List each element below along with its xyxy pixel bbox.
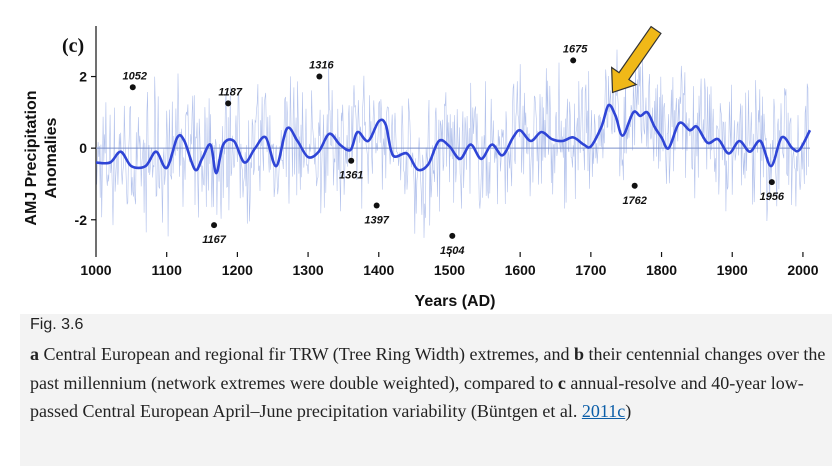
- x-tick-label: 1400: [363, 262, 394, 278]
- extreme-year-point: [129, 84, 136, 91]
- caption-closing: ): [625, 401, 632, 421]
- x-tick-label: 1600: [505, 262, 536, 278]
- smoothed-line-layer: [95, 103, 812, 175]
- figure-caption: Fig. 3.6 a Central European and regional…: [20, 314, 832, 466]
- x-tick-label: 1100: [152, 262, 183, 278]
- extreme-year-label: 1504: [440, 245, 464, 257]
- extreme-year-point: [570, 57, 577, 64]
- caption-part-b-text: their centennial changes over the past m…: [30, 344, 826, 393]
- extreme-year-point: [316, 73, 323, 80]
- x-tick-label: 1900: [717, 262, 748, 278]
- highlight-arrow-layer: [610, 25, 662, 94]
- extreme-years-layer: 1052 1167 1187 1316 1361 1397 1504 1675 1762 1956: [123, 43, 785, 256]
- extreme-year-label: 1675: [563, 43, 588, 55]
- y-axis-title-line-1: AMJ Precipitation: [23, 90, 40, 225]
- caption-text: a Central European and regional fir TRW …: [30, 340, 830, 426]
- extreme-year-label: 1187: [218, 86, 243, 98]
- caption-part-c-text: annual-resolve and 40-year low-passed Ce…: [30, 372, 804, 422]
- caption-part-a-letter: a: [30, 344, 39, 364]
- chart-svg: 2 0 -2 1000 1100 1200 1300 1400 1500 1600 1700 1800…: [23, 25, 819, 310]
- extreme-year-label: 1397: [364, 214, 389, 226]
- extreme-year-point: [631, 182, 638, 189]
- extreme-year-point: [225, 100, 232, 107]
- extreme-year-label: 1361: [339, 170, 363, 182]
- annual-variability-line: [95, 49, 809, 238]
- annual-variability-layer: [95, 49, 809, 238]
- extreme-year-point: [373, 202, 380, 209]
- extreme-year-point: [211, 222, 218, 229]
- y-tick-label: 2: [79, 69, 87, 85]
- extreme-year-label: 1052: [123, 70, 147, 82]
- figure-number: Fig. 3.6: [30, 316, 84, 333]
- extreme-year-label: 1167: [202, 234, 227, 246]
- y-tick-label: -2: [75, 212, 88, 228]
- caption-part-c-letter: c: [557, 372, 566, 393]
- x-tick-label: 1500: [434, 262, 465, 278]
- caption-part-b-letter: b: [573, 344, 584, 364]
- precipitation-chart: 2 0 -2 1000 1100 1200 1300 1400 1500 1600 1700 1800…: [23, 25, 819, 310]
- panel-label: (c): [62, 35, 84, 57]
- highlight-arrow-shape: [610, 25, 662, 94]
- extreme-year-point: [449, 232, 456, 239]
- extreme-year-label: 1316: [309, 60, 334, 72]
- extreme-year-point: [348, 157, 355, 164]
- extreme-year-label: 1762: [622, 195, 646, 207]
- extreme-year-point: [768, 179, 775, 186]
- x-tick-label: 2000: [787, 262, 818, 278]
- x-tick-label: 1300: [293, 262, 324, 278]
- highlight-arrow: [610, 25, 662, 94]
- extreme-year-label: 1956: [760, 191, 785, 203]
- caption-part-a-text: Central European and regional fir TRW (T…: [39, 344, 574, 364]
- citation-link[interactable]: 2011c: [581, 401, 626, 421]
- x-axis-title: Years (AD): [415, 293, 496, 310]
- x-tick-label: 1700: [575, 262, 606, 278]
- x-tick-label: 1000: [80, 262, 111, 278]
- y-tick-label: 0: [79, 140, 87, 156]
- x-tick-label: 1200: [222, 262, 253, 278]
- x-tick-label: 1800: [646, 262, 677, 278]
- axes-layer: 2 0 -2 1000 1100 1200 1300 1400 1500 1600 1700 1800…: [75, 26, 819, 278]
- y-axis-title-line-2: Anomalies: [43, 117, 60, 198]
- smoothed-series-line: [95, 103, 812, 175]
